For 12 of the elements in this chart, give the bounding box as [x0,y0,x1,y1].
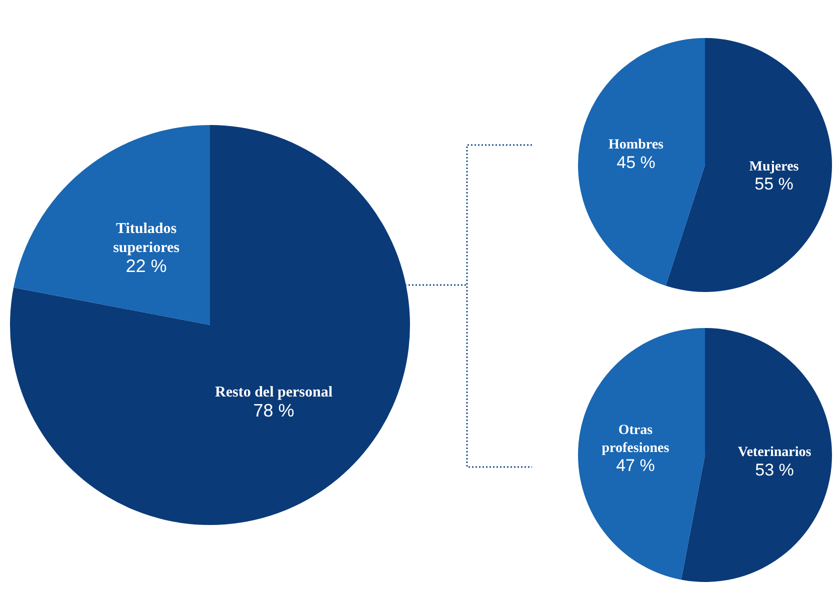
slice-label: Resto del personal [214,384,332,400]
slice-label: Veterinarios [738,445,812,460]
data-label: 45 % [616,152,656,172]
slice-label: Hombres [608,138,664,153]
slice-label: Mujeres [749,160,800,175]
slice-label: Titulados superiores [113,220,180,256]
slice-label: Otras profesiones [602,423,670,456]
data-label: 78 % [253,400,294,421]
data-label: 22 % [126,256,167,276]
data-label: 47 % [616,456,655,476]
data-label: 55 % [754,174,794,194]
data-label: 53 % [755,460,794,480]
